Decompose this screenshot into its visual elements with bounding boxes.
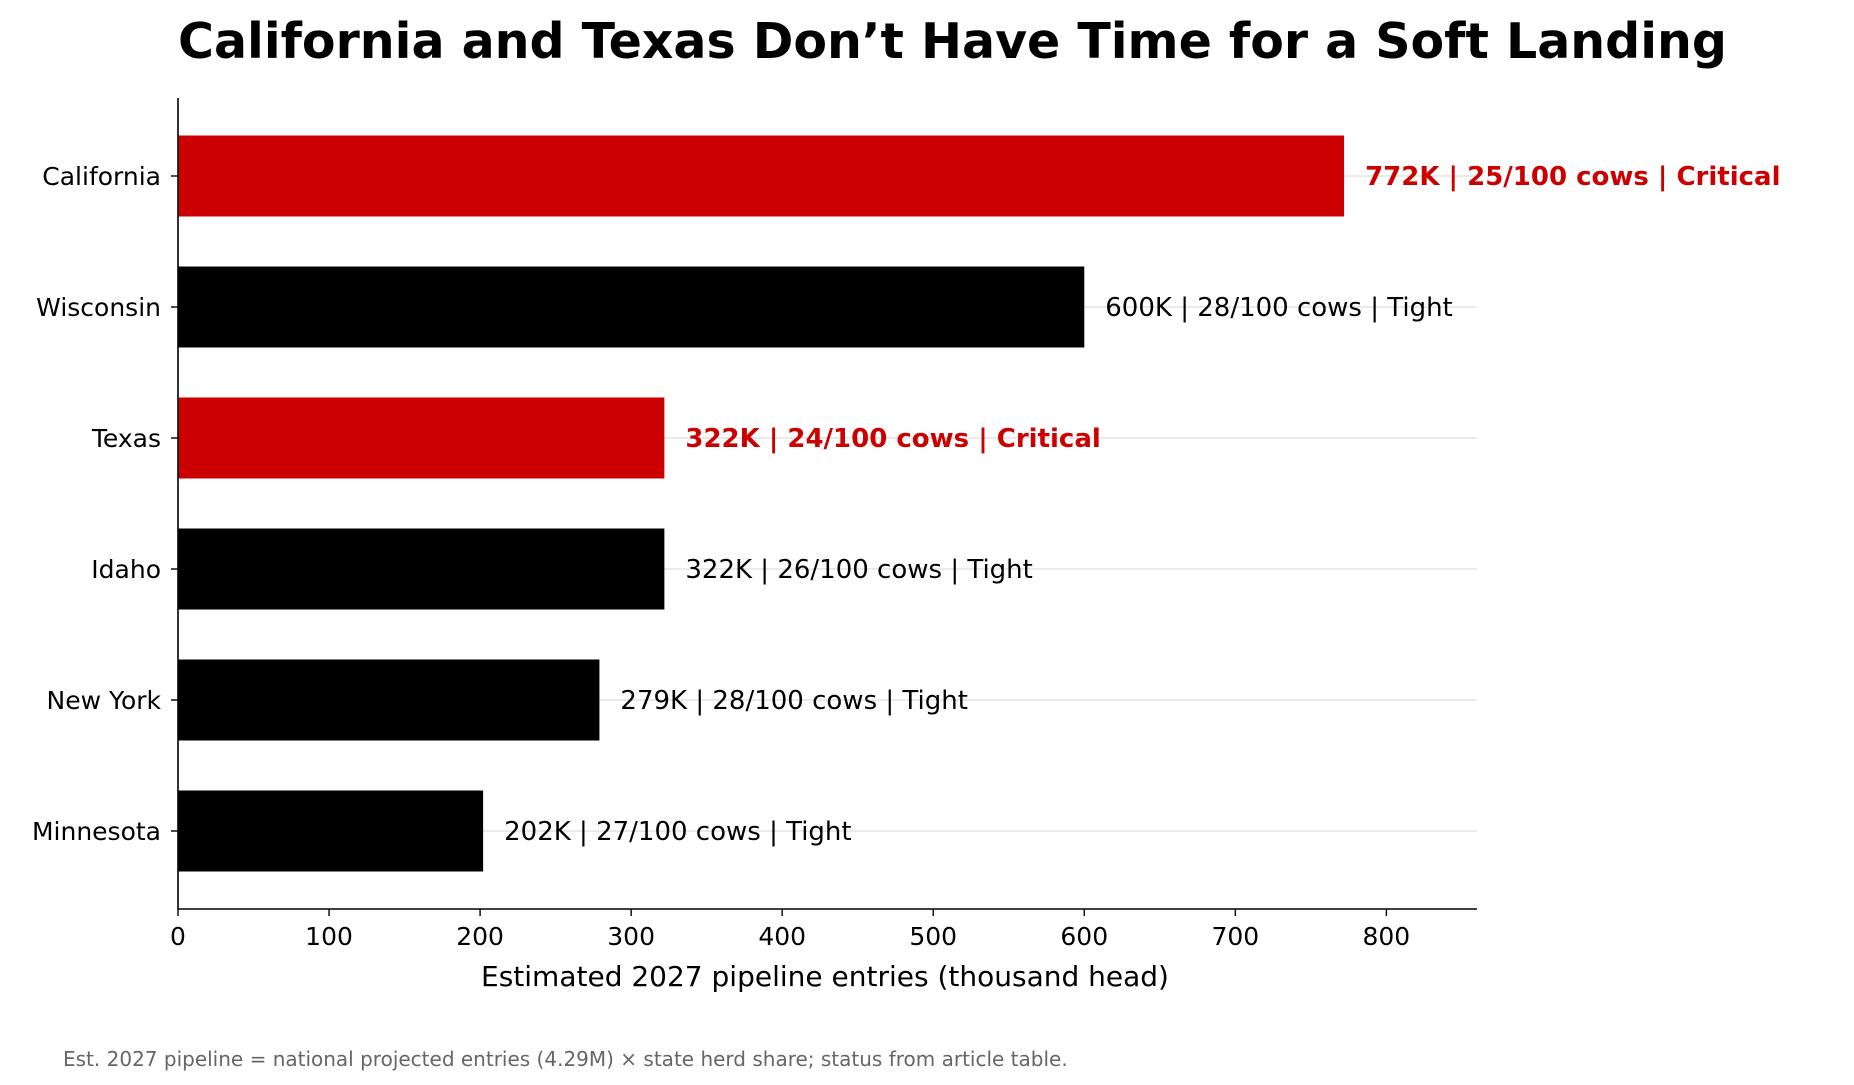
x-tick-label: 500 bbox=[909, 922, 957, 951]
data-labels: 772K | 25/100 cows | Critical 600K | 28/1… bbox=[504, 162, 1780, 847]
y-tick-label: Texas bbox=[91, 424, 161, 453]
y-tick-label: Idaho bbox=[91, 555, 161, 584]
bar-minnesota bbox=[178, 790, 484, 872]
data-label: 279K | 28/100 cows | Tight bbox=[620, 686, 967, 716]
y-tick-label: New York bbox=[47, 686, 162, 715]
bar-texas bbox=[178, 397, 665, 479]
x-tick-label: 100 bbox=[305, 922, 353, 951]
bar-idaho bbox=[178, 528, 665, 610]
data-label: 772K | 25/100 cows | Critical bbox=[1365, 162, 1780, 192]
data-label: 600K | 28/100 cows | Tight bbox=[1105, 293, 1452, 323]
bar-new-york bbox=[178, 659, 600, 741]
y-tick-label: Minnesota bbox=[32, 817, 161, 846]
bar-california bbox=[178, 135, 1345, 217]
y-tick-label: California bbox=[42, 162, 161, 191]
axes: California Wisconsin Texas Idaho New York Min… bbox=[32, 98, 1477, 951]
x-tick-label: 0 bbox=[170, 922, 186, 951]
x-axis-label: Estimated 2027 pipeline entries (thousan… bbox=[481, 960, 1169, 993]
bar-wisconsin bbox=[178, 266, 1085, 348]
x-tick-label: 800 bbox=[1363, 922, 1411, 951]
x-tick-label: 700 bbox=[1211, 922, 1259, 951]
x-tick-label: 600 bbox=[1060, 922, 1108, 951]
data-label: 322K | 26/100 cows | Tight bbox=[685, 555, 1032, 585]
bars bbox=[178, 135, 1345, 872]
data-label: 322K | 24/100 cows | Critical bbox=[685, 424, 1100, 454]
footnote: Est. 2027 pipeline = national projected … bbox=[63, 1047, 1068, 1071]
chart-title: California and Texas Don’t Have Time for… bbox=[178, 13, 1727, 70]
x-tick-label: 200 bbox=[456, 922, 504, 951]
x-tick-label: 300 bbox=[607, 922, 655, 951]
x-tick-label: 400 bbox=[758, 922, 806, 951]
y-tick-label: Wisconsin bbox=[36, 293, 161, 322]
data-label: 202K | 27/100 cows | Tight bbox=[504, 817, 851, 847]
